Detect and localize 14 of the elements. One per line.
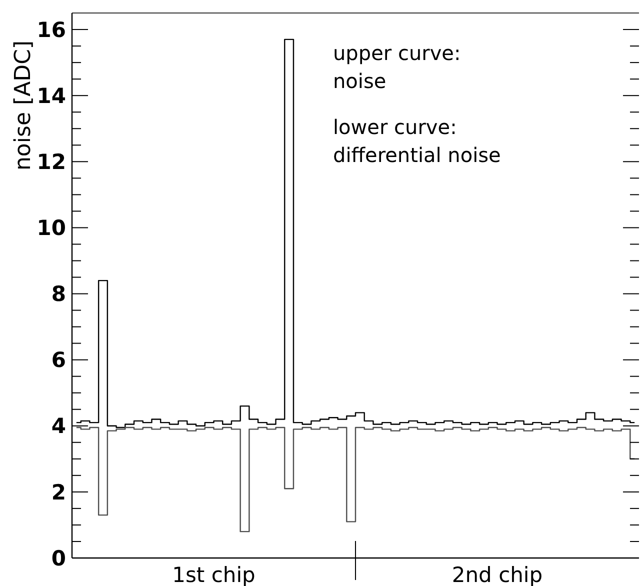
y-tick-label: 8: [51, 282, 66, 306]
annotation: upper curve: noise: [333, 41, 461, 93]
annotation: lower curve: differential noise: [333, 115, 501, 167]
y-tick-label: 6: [51, 348, 66, 372]
y-tick-label: 10: [36, 216, 66, 240]
text: 2nd chip: [452, 563, 543, 586]
y-tick-label: 2: [51, 480, 66, 504]
text: 1st chip: [172, 563, 256, 586]
y-tick-label: 4: [51, 414, 66, 438]
y-tick-label: 12: [36, 150, 66, 174]
y-axis-title: noise [ADC]: [11, 40, 36, 171]
y-tick-label: 16: [36, 18, 66, 42]
y-tick-label: 14: [36, 84, 66, 108]
y-tick-label: 0: [51, 546, 66, 570]
